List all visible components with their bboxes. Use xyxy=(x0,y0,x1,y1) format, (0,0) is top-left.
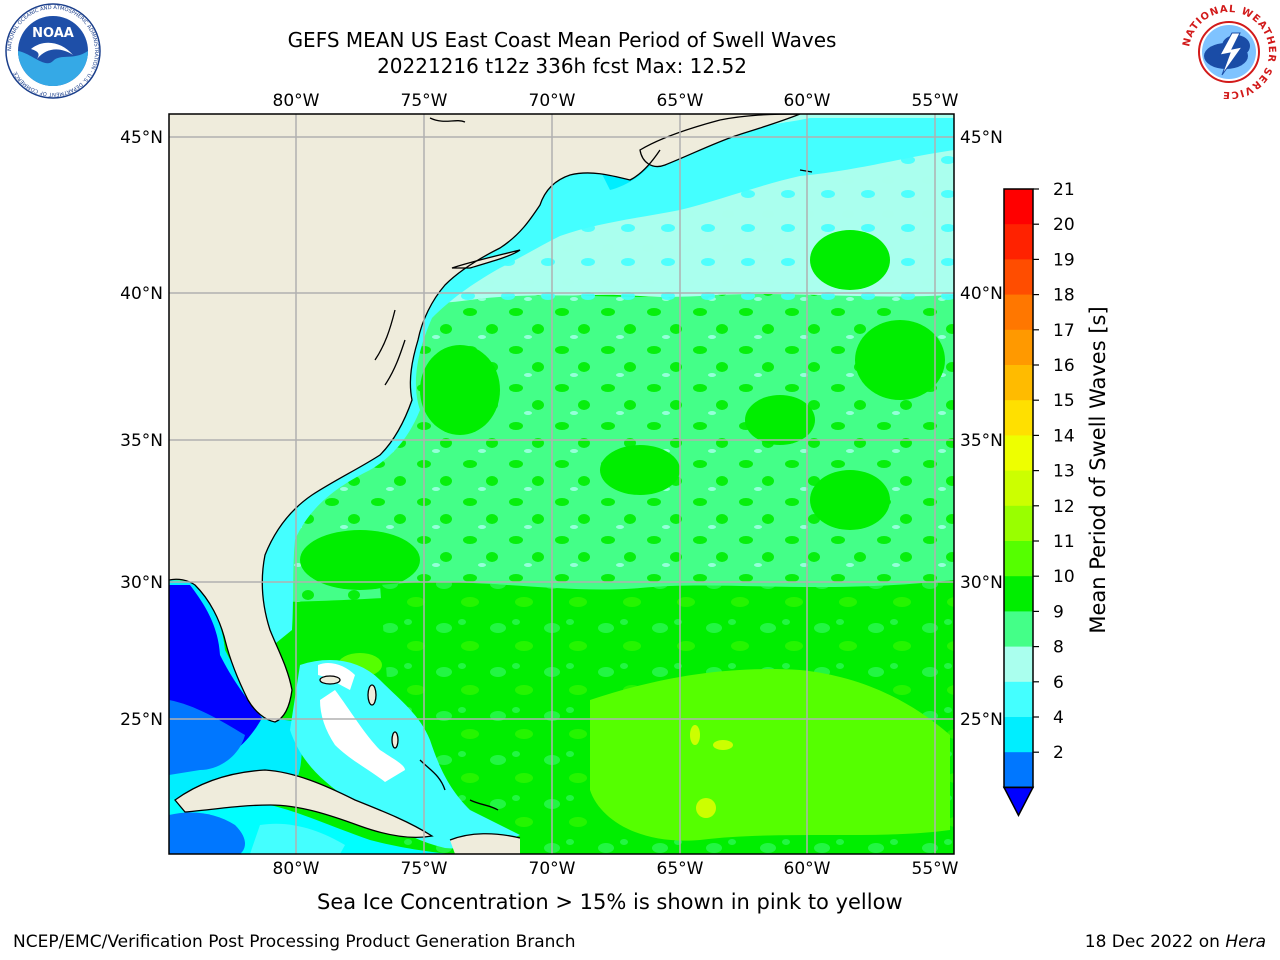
map-frame xyxy=(168,113,955,855)
footer-right-credit: 18 Dec 2022 on Hera xyxy=(1085,932,1266,952)
colorbar-tick-label: 20 xyxy=(1053,215,1075,235)
cuba-land xyxy=(175,770,432,838)
colorbar-band xyxy=(1004,189,1033,225)
ocean-12-13-spot xyxy=(690,725,700,745)
green-patch xyxy=(300,530,420,590)
colorbar-frame xyxy=(1003,188,1034,789)
caribbean-light xyxy=(250,823,345,854)
colorbar-tick-label: 14 xyxy=(1053,426,1075,446)
colorbar-band xyxy=(1004,717,1033,753)
lon-label: 75°W xyxy=(401,91,448,111)
colorbar-tick-label: 16 xyxy=(1053,356,1075,376)
lat-label: 40°N xyxy=(120,284,163,304)
colorbar-tick-label: 4 xyxy=(1053,708,1064,728)
graticule xyxy=(169,114,954,854)
colorbar-tick-label: 6 xyxy=(1053,673,1064,693)
lon-labels-bottom: 80°W 75°W 70°W 65°W 60°W 55°W xyxy=(273,859,959,879)
green-patch xyxy=(810,230,890,290)
colorbar-tick-label: 21 xyxy=(1053,180,1075,200)
colorbar-band xyxy=(1004,294,1033,331)
colorbar-tick-label: 9 xyxy=(1053,602,1064,622)
lat-label: 35°N xyxy=(960,431,1003,451)
lat-label: 25°N xyxy=(960,710,1003,730)
lat-labels-right: 45°N 40°N 35°N 30°N 25°N xyxy=(960,128,1003,730)
colorbar-band xyxy=(1004,329,1033,366)
colorbar-band xyxy=(1004,541,1033,577)
colorbar-band xyxy=(1004,646,1033,683)
colorbar-tick-label: 17 xyxy=(1053,321,1075,341)
lon-label: 60°W xyxy=(784,859,831,879)
colorbar-band xyxy=(1004,365,1033,401)
colorbar-band xyxy=(1004,505,1033,542)
green-patch xyxy=(600,445,680,495)
lon-label: 55°W xyxy=(912,91,959,111)
colorbar-band xyxy=(1004,611,1033,648)
lon-label: 80°W xyxy=(273,91,320,111)
colorbar-tick-label: 15 xyxy=(1053,391,1075,411)
lon-label: 75°W xyxy=(401,859,448,879)
island xyxy=(320,676,340,684)
lat-label: 35°N xyxy=(120,431,163,451)
colorbar-band xyxy=(1004,400,1033,436)
colorbar-band xyxy=(1004,259,1033,296)
green-patch xyxy=(855,320,945,400)
north-america-land xyxy=(169,114,790,722)
noaa-logo-text: NOAA xyxy=(32,26,74,41)
island xyxy=(392,732,398,748)
noaa-logo: NATIONAL OCEANIC AND ATMOSPHERIC ADMINIS… xyxy=(5,3,101,99)
colorbar-extend-arrow xyxy=(1002,786,1035,818)
lon-label: 55°W xyxy=(912,859,959,879)
colorbar-tick-label: 13 xyxy=(1053,462,1075,482)
colorbar-tick-label: 18 xyxy=(1053,286,1075,306)
lon-labels-top: 80°W 75°W 70°W 65°W 60°W 55°W xyxy=(273,91,959,111)
footer-date: 18 Dec 2022 on xyxy=(1084,932,1226,952)
caribbean-blue xyxy=(169,812,245,854)
lat-label: 25°N xyxy=(120,710,163,730)
bahamas-shallow xyxy=(320,690,405,782)
coastlines xyxy=(169,114,813,841)
lon-label: 70°W xyxy=(529,91,576,111)
green-patch xyxy=(745,395,815,445)
lat-label: 40°N xyxy=(960,284,1003,304)
lon-label: 65°W xyxy=(657,859,704,879)
colorbar-band xyxy=(1004,470,1033,507)
colorbar-tick-label: 19 xyxy=(1053,250,1075,270)
lat-label: 30°N xyxy=(960,573,1003,593)
lat-label: 30°N xyxy=(120,573,163,593)
colorbar-tick-label: 11 xyxy=(1053,532,1075,552)
colorbar-tick-label: 8 xyxy=(1053,638,1064,658)
green-patch xyxy=(420,345,500,435)
colorbar-band xyxy=(1004,224,1033,260)
colorbar-tick-label: 12 xyxy=(1053,497,1075,517)
lat-labels-left: 45°N 40°N 35°N 30°N 25°N xyxy=(120,128,163,730)
colorbar-tick-label: 10 xyxy=(1053,567,1075,587)
sea-ice-note: Sea Ice Concentration > 15% is shown in … xyxy=(317,890,903,914)
colorbar-label: Mean Period of Swell Waves [s] xyxy=(1086,306,1110,633)
colorbar-tick-label: 2 xyxy=(1053,743,1064,763)
lon-label: 80°W xyxy=(273,859,320,879)
colorbar-band xyxy=(1004,681,1033,718)
bahamas-water xyxy=(290,660,520,849)
chart-title: GEFS MEAN US East Coast Mean Period of S… xyxy=(287,28,837,52)
green-patch xyxy=(810,470,890,530)
footer-machine: Hera xyxy=(1225,932,1266,952)
nws-logo: NATIONAL WEATHER SERVICE xyxy=(1181,4,1276,99)
chart-subtitle: 20221216 t12z 336h fcst Max: 12.52 xyxy=(377,54,747,78)
lon-label: 65°W xyxy=(657,91,704,111)
ocean-12-13-spot xyxy=(696,798,716,818)
colorbar-band xyxy=(1004,576,1033,612)
colorbar-band xyxy=(1004,752,1033,788)
lat-label: 45°N xyxy=(960,128,1003,148)
island xyxy=(368,685,376,705)
ocean-12-13-spot xyxy=(713,740,733,750)
hispaniola-land xyxy=(450,833,520,854)
footer-left-credit: NCEP/EMC/Verification Post Processing Pr… xyxy=(13,932,576,952)
colorbar-band xyxy=(1004,435,1033,472)
lon-label: 60°W xyxy=(784,91,831,111)
lon-label: 70°W xyxy=(529,859,576,879)
colorbar: 21 20 19 18 17 16 15 14 13 12 11 10 9 8 6 4 2 xyxy=(1002,180,1075,818)
lat-label: 45°N xyxy=(120,128,163,148)
map-area xyxy=(169,114,954,854)
